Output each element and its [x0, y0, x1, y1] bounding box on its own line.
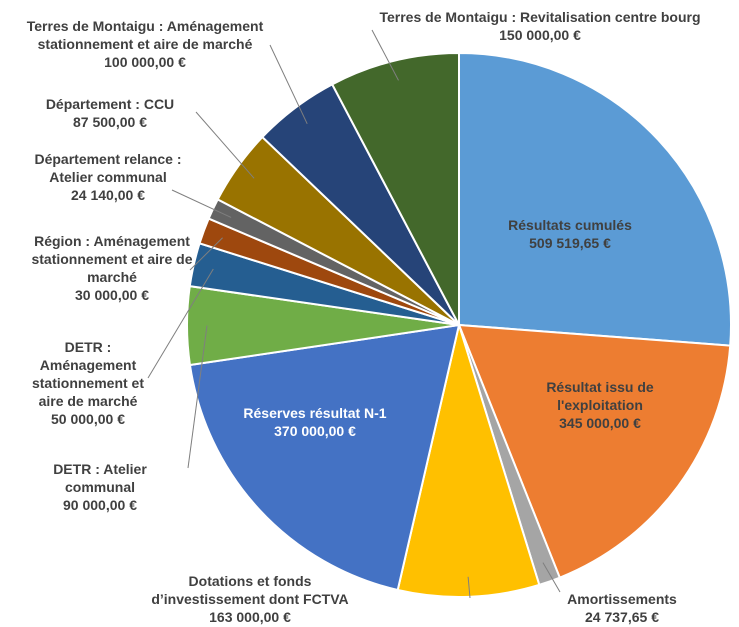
slice-label: Terres de Montaigu : Revitalisation cent…	[360, 8, 720, 44]
slice-label: Résultats cumulés 509 519,65 €	[490, 216, 650, 252]
leader-line	[371, 29, 399, 81]
category-name: Amortissements	[567, 591, 677, 607]
pie-slice	[396, 321, 541, 598]
leader-line	[542, 562, 561, 593]
category-name: Terres de Montaigu : Revitalisation cent…	[379, 9, 701, 25]
category-name: Terres de Montaigu : Aménagement station…	[26, 18, 264, 52]
leader-line	[171, 189, 232, 218]
category-name: Dotations et fonds d’investissement dont…	[151, 573, 349, 607]
category-name: Département relance : Atelier communal	[34, 151, 182, 185]
pie-slice	[188, 323, 461, 592]
category-name: DETR : Atelier communal	[53, 461, 147, 495]
slice-label: Département : CCU 87 500,00 €	[30, 95, 190, 131]
category-name: DETR : Aménagement stationnement et aire…	[31, 339, 144, 409]
value-label: 50 000,00 €	[51, 411, 125, 427]
slice-label: Amortissements 24 737,65 €	[547, 590, 697, 626]
leader-line	[467, 576, 471, 599]
pie-slice	[458, 51, 732, 347]
leader-line	[189, 237, 223, 271]
value-label: 30 000,00 €	[75, 287, 149, 303]
slice-label: Résultat issu de l'exploitation 345 000,0…	[520, 378, 680, 432]
leader-line	[195, 111, 255, 179]
slice-label: DETR : Aménagement stationnement et aire…	[23, 338, 153, 428]
pie-slice	[330, 51, 460, 326]
value-label: 509 519,65 €	[529, 235, 611, 251]
slice-label: Réserves résultat N-1 370 000,00 €	[230, 404, 400, 440]
leader-line	[269, 44, 308, 125]
value-label: 87 500,00 €	[73, 114, 147, 130]
value-label: 370 000,00 €	[274, 423, 356, 439]
category-name: Région : Aménagement stationnement et ai…	[31, 233, 193, 285]
pie-slice	[457, 323, 732, 579]
category-name: Département : CCU	[45, 96, 175, 112]
slice-label: Département relance : Atelier communal 24…	[28, 150, 188, 204]
slice-label: Terres de Montaigu : Aménagement station…	[15, 17, 275, 71]
value-label: 24 737,65 €	[585, 609, 659, 625]
leader-line	[187, 325, 208, 469]
value-label: 90 000,00 €	[63, 497, 137, 513]
slice-label: Dotations et fonds d’investissement dont…	[150, 572, 350, 626]
category-name: Résultats cumulés	[508, 217, 632, 233]
category-name: Résultat issu de l'exploitation	[546, 379, 654, 413]
slice-label: DETR : Atelier communal 90 000,00 €	[35, 460, 165, 514]
value-label: 100 000,00 €	[104, 54, 186, 70]
value-label: 163 000,00 €	[209, 609, 291, 625]
value-label: 345 000,00 €	[559, 415, 641, 431]
leader-line	[147, 268, 214, 379]
slice-label: Région : Aménagement stationnement et ai…	[17, 232, 207, 304]
value-label: 24 140,00 €	[71, 187, 145, 203]
category-name: Réserves résultat N-1	[243, 405, 387, 421]
value-label: 150 000,00 €	[499, 27, 581, 43]
